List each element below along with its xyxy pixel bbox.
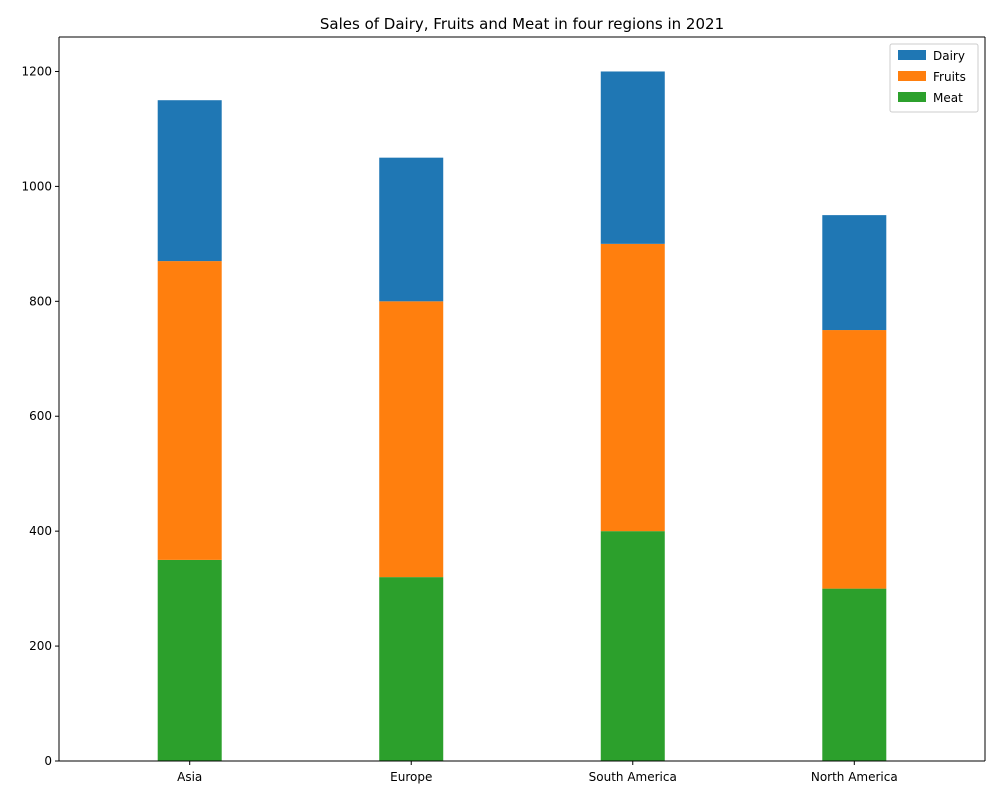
bars-layer: [157, 71, 887, 761]
legend-swatch-meat: [898, 92, 926, 102]
bar-dairy-north-america: [822, 215, 887, 331]
y-tick-label: 200: [29, 639, 52, 653]
x-tick-label: North America: [811, 770, 898, 784]
bar-meat-asia: [157, 559, 222, 761]
y-tick-label: 1200: [21, 64, 52, 78]
legend-swatch-fruits: [898, 71, 926, 81]
bar-fruits-europe: [379, 301, 444, 578]
y-tick-label: 400: [29, 524, 52, 538]
axes-layer: 0 200 400 600 800 1000 1200 Asia Europe South Ame…: [21, 36, 986, 784]
legend-label-meat: Meat: [933, 91, 963, 105]
y-tick-label: 800: [29, 294, 52, 308]
y-tick-label: 1000: [21, 179, 52, 193]
x-tick-label: South America: [589, 770, 677, 784]
legend: Dairy Fruits Meat: [889, 43, 979, 113]
chart-title: Sales of Dairy, Fruits and Meat in four …: [320, 15, 724, 33]
legend-label-fruits: Fruits: [933, 70, 966, 84]
legend-label-dairy: Dairy: [933, 49, 965, 63]
bar-fruits-south-america: [600, 243, 665, 532]
bar-dairy-south-america: [600, 71, 665, 244]
bar-meat-south-america: [600, 531, 665, 761]
bar-dairy-asia: [157, 100, 222, 262]
bar-fruits-north-america: [822, 330, 887, 589]
y-tick-label: 600: [29, 409, 52, 423]
x-tick-label: Europe: [390, 770, 432, 784]
bar-meat-europe: [379, 577, 444, 761]
bar-meat-north-america: [822, 588, 887, 761]
bar-dairy-europe: [379, 157, 444, 302]
x-tick-label: Asia: [177, 770, 202, 784]
y-tick-label: 0: [44, 754, 52, 768]
legend-swatch-dairy: [898, 50, 926, 60]
bar-fruits-asia: [157, 261, 222, 560]
